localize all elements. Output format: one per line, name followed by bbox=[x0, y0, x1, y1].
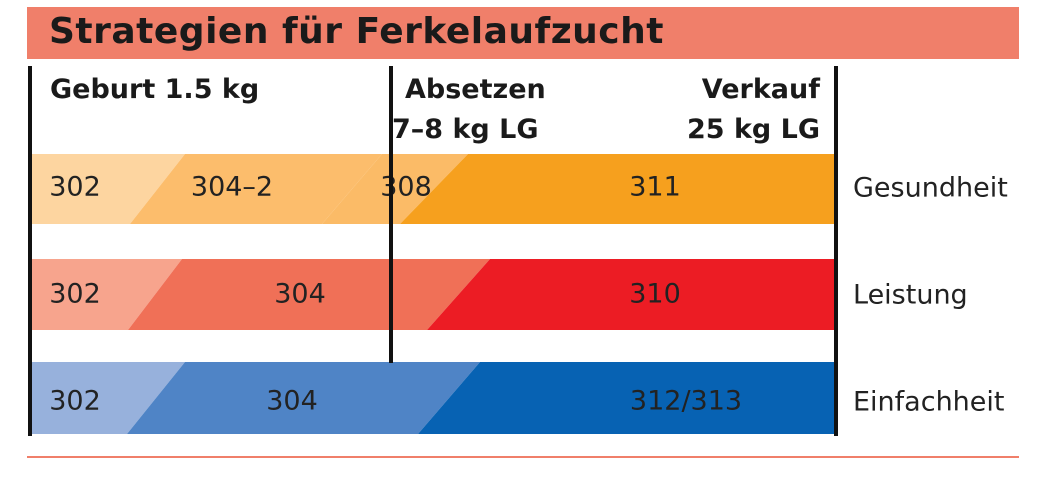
band-segment bbox=[30, 362, 185, 434]
band-segment bbox=[418, 362, 835, 434]
stage-label: 310 bbox=[629, 278, 681, 310]
stage-label: 302 bbox=[49, 171, 101, 203]
phase-sale-weight: 25 kg LG bbox=[686, 114, 820, 145]
stage-label: 308 bbox=[380, 171, 432, 203]
stage-label: 311 bbox=[629, 171, 681, 203]
band-segment bbox=[128, 259, 490, 330]
strategy-label-gesundheit: Gesundheit bbox=[853, 172, 1008, 204]
stage-label: 304 bbox=[266, 385, 318, 417]
weaning-divider-line bbox=[389, 66, 393, 363]
sale-divider-line bbox=[834, 66, 838, 436]
phase-sale-label: Verkauf bbox=[701, 74, 820, 105]
stage-label: 304 bbox=[274, 278, 326, 310]
band-segment bbox=[427, 259, 835, 330]
stage-label: 302 bbox=[49, 278, 101, 310]
bottom-rule bbox=[27, 456, 1019, 458]
phase-birth-label: Geburt 1.5 kg bbox=[50, 74, 260, 105]
phase-weaning-weight: 7–8 kg LG bbox=[392, 114, 539, 145]
strategy-label-leistung: Leistung bbox=[853, 279, 968, 311]
phase-weaning-label: Absetzen bbox=[405, 74, 546, 105]
chart-title: Strategien für Ferkelaufzucht bbox=[49, 11, 664, 52]
strategy-label-einfachheit: Einfachheit bbox=[853, 386, 1005, 418]
stage-label: 302 bbox=[49, 385, 101, 417]
band-segment bbox=[400, 154, 835, 224]
band-segment bbox=[322, 154, 468, 224]
band-segment bbox=[30, 154, 185, 224]
title-bar: Strategien für Ferkelaufzucht bbox=[27, 7, 1019, 59]
stage-label: 304–2 bbox=[190, 171, 274, 203]
band-segment bbox=[130, 154, 382, 224]
band-segment bbox=[30, 259, 182, 330]
birth-divider-line bbox=[28, 66, 32, 436]
band-segment bbox=[127, 362, 480, 434]
stage-label: 312/313 bbox=[629, 385, 743, 417]
